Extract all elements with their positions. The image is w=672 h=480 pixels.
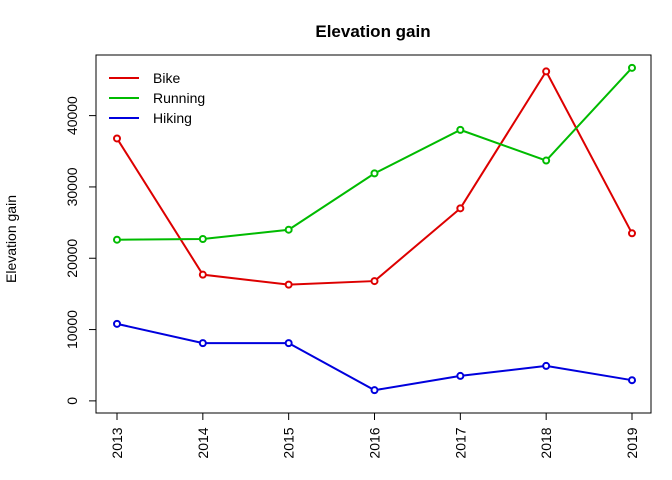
series-running (113, 63, 636, 244)
data-point (113, 319, 121, 328)
x-tick-label: 2016 (367, 427, 383, 458)
data-point (456, 204, 465, 213)
x-tick-label: 2017 (452, 427, 468, 458)
data-point (284, 339, 293, 348)
data-point (628, 63, 636, 72)
data-point (370, 277, 379, 286)
series-hiking (113, 319, 636, 395)
x-tick-label: 2015 (281, 427, 297, 458)
series-layer (113, 63, 636, 395)
y-tick-label: 20000 (64, 239, 80, 278)
data-point (113, 134, 121, 143)
data-point (113, 235, 121, 244)
data-point (370, 386, 379, 395)
series-line (116, 322, 633, 392)
legend-label: Bike (153, 70, 180, 86)
data-point (284, 225, 293, 234)
data-point (456, 125, 465, 134)
x-axis: 2013 2014 2015 2016 2017 2018 2019 (109, 412, 640, 459)
legend-label: Running (153, 90, 205, 106)
data-point (628, 376, 636, 385)
x-tick-label: 2014 (195, 427, 211, 458)
y-tick-label: 40000 (64, 96, 80, 135)
x-tick-label: 2019 (624, 427, 640, 458)
data-point (628, 229, 636, 238)
y-axis-label: Elevation gain (3, 195, 19, 283)
legend-label: Hiking (153, 110, 192, 126)
series-bike (113, 67, 636, 289)
y-tick-label: 0 (64, 397, 80, 405)
y-tick-label: 10000 (64, 310, 80, 349)
data-point (198, 270, 207, 279)
y-axis: 0 10000 20000 30000 40000 (64, 96, 97, 405)
data-point (542, 156, 551, 165)
legend: Bike Running Hiking (109, 70, 205, 126)
x-tick-label: 2018 (538, 427, 554, 458)
chart-title: Elevation gain (315, 22, 430, 41)
x-tick-label: 2013 (109, 427, 125, 458)
data-point (456, 371, 465, 380)
data-point (370, 169, 379, 178)
data-point (542, 361, 551, 370)
data-point (542, 67, 551, 76)
data-point (198, 234, 207, 243)
data-point (284, 280, 293, 289)
plot-frame (95, 54, 652, 414)
y-tick-label: 30000 (64, 167, 80, 206)
data-point (198, 339, 207, 348)
